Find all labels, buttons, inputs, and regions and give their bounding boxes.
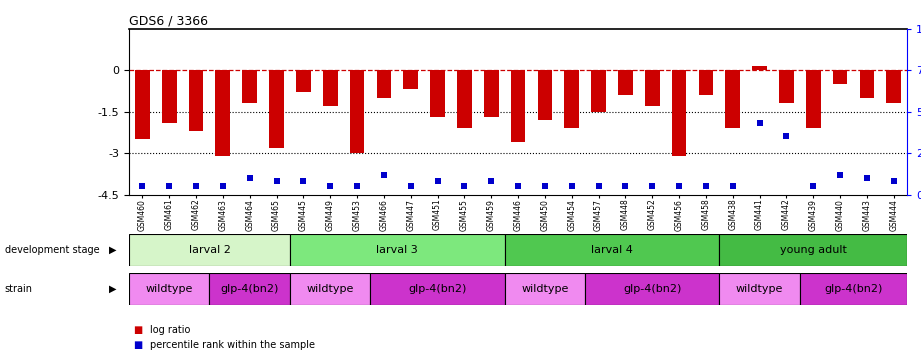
Text: larval 4: larval 4	[591, 245, 633, 255]
Bar	[296, 70, 310, 92]
Bar	[505, 273, 585, 305]
Bar	[726, 70, 740, 128]
Text: larval 2: larval 2	[189, 245, 230, 255]
Bar	[290, 234, 505, 266]
Bar	[799, 273, 907, 305]
Text: glp-4(bn2): glp-4(bn2)	[408, 284, 467, 294]
Bar	[129, 273, 209, 305]
Bar	[484, 70, 498, 117]
Bar	[698, 70, 713, 95]
Bar	[189, 70, 204, 131]
Bar	[162, 70, 177, 122]
Bar	[833, 70, 847, 84]
Bar	[886, 70, 901, 103]
Text: log ratio: log ratio	[150, 325, 191, 335]
Text: glp-4(bn2): glp-4(bn2)	[824, 284, 882, 294]
Bar	[505, 234, 719, 266]
Text: ▶: ▶	[109, 245, 116, 255]
Text: development stage: development stage	[5, 245, 99, 255]
Bar	[129, 234, 290, 266]
Text: percentile rank within the sample: percentile rank within the sample	[150, 340, 315, 350]
Bar	[719, 273, 799, 305]
Text: larval 3: larval 3	[377, 245, 418, 255]
Text: glp-4(bn2): glp-4(bn2)	[623, 284, 682, 294]
Bar	[209, 273, 290, 305]
Bar	[752, 66, 767, 70]
Text: ■: ■	[134, 340, 143, 350]
Bar	[859, 70, 874, 98]
Text: GDS6 / 3366: GDS6 / 3366	[129, 14, 208, 27]
Bar	[510, 70, 526, 142]
Bar	[565, 70, 579, 128]
Text: wildtype: wildtype	[521, 284, 568, 294]
Text: strain: strain	[5, 284, 32, 294]
Text: ■: ■	[134, 325, 143, 335]
Bar	[216, 70, 230, 156]
Text: wildtype: wildtype	[146, 284, 192, 294]
Bar	[457, 70, 472, 128]
Text: glp-4(bn2): glp-4(bn2)	[220, 284, 279, 294]
Text: young adult: young adult	[780, 245, 846, 255]
Text: wildtype: wildtype	[307, 284, 354, 294]
Bar	[350, 70, 365, 153]
Bar	[585, 273, 719, 305]
Bar	[538, 70, 553, 120]
Bar	[242, 70, 257, 103]
Bar	[377, 70, 391, 98]
Text: wildtype: wildtype	[736, 284, 783, 294]
Bar	[290, 273, 370, 305]
Bar	[591, 70, 606, 111]
Bar	[645, 70, 659, 106]
Bar	[403, 70, 418, 89]
Bar	[135, 70, 150, 139]
Bar	[323, 70, 338, 106]
Text: ▶: ▶	[109, 284, 116, 294]
Bar	[806, 70, 821, 128]
Bar	[269, 70, 284, 147]
Bar	[779, 70, 794, 103]
Bar	[719, 234, 907, 266]
Bar	[671, 70, 686, 156]
Bar	[430, 70, 445, 117]
Bar	[618, 70, 633, 95]
Bar	[370, 273, 505, 305]
